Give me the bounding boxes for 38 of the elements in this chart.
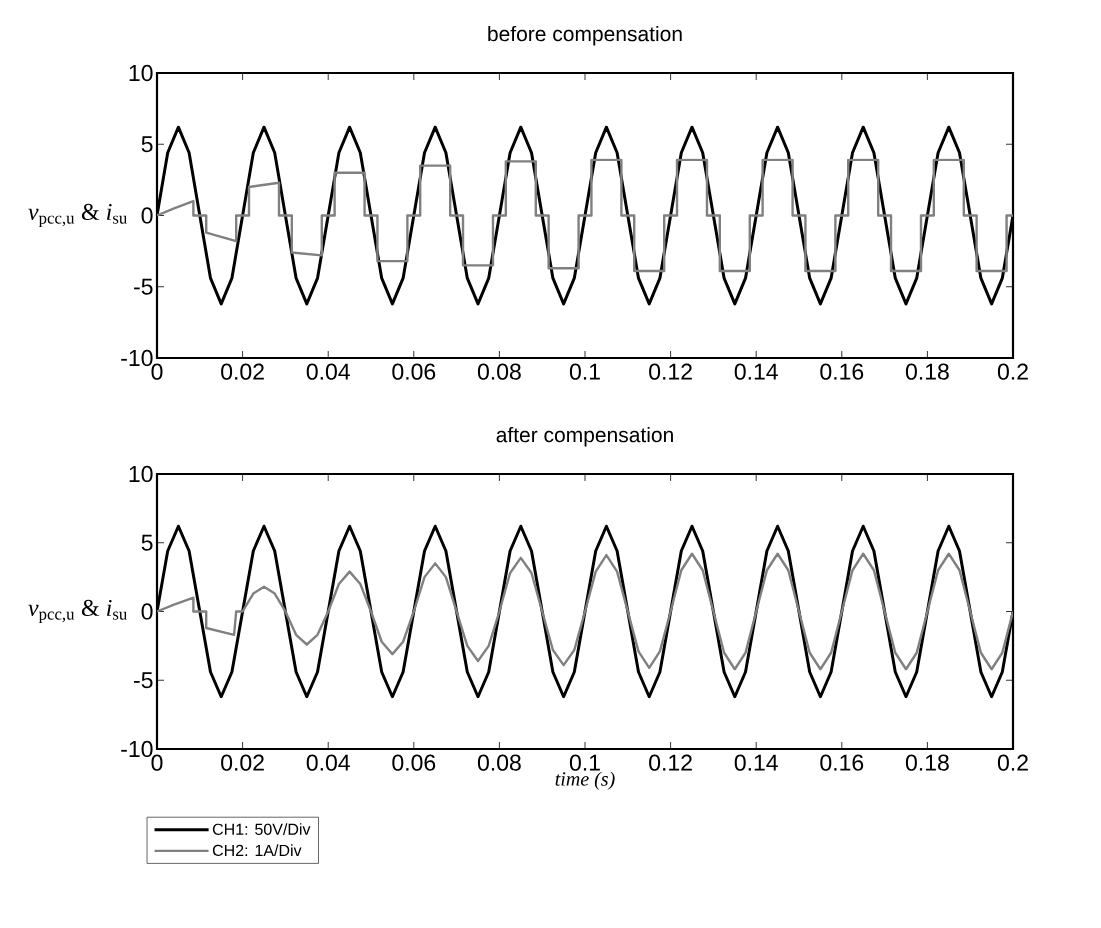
y-tick-label: 0 xyxy=(141,207,153,224)
x-tick-label: 0.18 xyxy=(905,754,949,771)
legend-label: CH2: 1A/Div xyxy=(212,844,302,857)
x-tick-label: 0.1 xyxy=(569,363,600,380)
x-tick-label: 0.06 xyxy=(392,363,436,380)
x-tick-label: 0.18 xyxy=(905,363,949,380)
x-tick-label: 0.16 xyxy=(820,363,864,380)
y-tick-label: 10 xyxy=(129,64,153,82)
chart-title: before compensation xyxy=(488,25,682,46)
x-tick-label: 0.06 xyxy=(392,754,436,771)
x-tick-label: 0.2 xyxy=(997,363,1028,380)
legend-label: CH1: 50V/Div xyxy=(212,823,311,835)
line-series xyxy=(157,158,1013,273)
x-tick-label: 0.12 xyxy=(649,754,692,771)
x-tick-label: 0.1 xyxy=(569,754,600,771)
x-tick-label: 0.2 xyxy=(997,754,1028,771)
x-tick-label: 0.14 xyxy=(734,363,778,380)
y-tick-label: 5 xyxy=(141,534,153,551)
x-tick-label: 0.02 xyxy=(221,363,264,380)
x-tick-label: 0.04 xyxy=(306,754,350,771)
x-tick-label: 0.08 xyxy=(477,754,521,771)
x-tick-label: 0.04 xyxy=(306,363,350,380)
y-tick-label: -10 xyxy=(121,349,153,367)
y-tick-label: 0 xyxy=(141,603,153,620)
x-tick-label: 0.12 xyxy=(649,363,692,380)
x-tick-label: 0.16 xyxy=(820,754,864,771)
y-tick-label: 10 xyxy=(129,465,153,483)
y-tick-label: 5 xyxy=(141,136,153,153)
y-tick-label: -5 xyxy=(134,278,153,295)
x-axis-title: time (s) xyxy=(555,771,615,790)
y-tick-label: -5 xyxy=(134,672,153,689)
chart-title: after compensation xyxy=(496,426,673,447)
y-axis-title: v$_{pcc,u}$ & i$_{su}$ xyxy=(28,599,127,624)
y-tick-label: -10 xyxy=(121,740,153,758)
x-tick-label: 0.08 xyxy=(477,363,521,380)
y-axis-title: v$_{pcc,u}$ & i$_{su}$ xyxy=(28,203,127,228)
x-tick-label: 0.02 xyxy=(221,754,264,771)
x-tick-label: 0.14 xyxy=(734,754,778,771)
